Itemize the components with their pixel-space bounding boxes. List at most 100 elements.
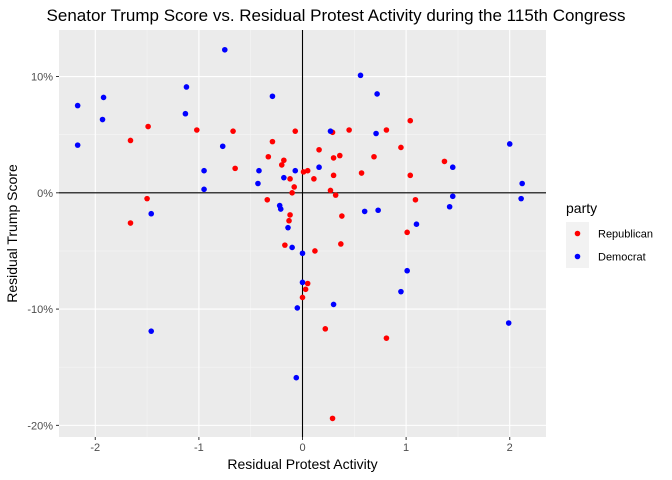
point-republican	[339, 213, 345, 219]
legend: party Republican Democrat	[566, 200, 653, 268]
point-republican	[329, 415, 336, 422]
point-democrat	[518, 195, 524, 202]
point-democrat	[506, 141, 513, 147]
point-republican	[127, 137, 134, 144]
point-democrat	[277, 206, 284, 212]
point-republican	[302, 286, 309, 293]
point-democrat	[201, 167, 207, 174]
point-democrat	[357, 72, 364, 79]
point-democrat	[148, 328, 155, 334]
point-democrat	[293, 374, 300, 381]
point-democrat	[294, 305, 301, 311]
point-democrat	[99, 116, 106, 123]
point-democrat	[219, 143, 226, 150]
point-republican	[316, 146, 322, 153]
point-democrat	[183, 84, 190, 90]
x-tick-label: 0	[299, 442, 305, 454]
point-republican	[230, 128, 236, 134]
axis-ticks: -2 -1 0 1 2 -20% -10% 0% 10%	[27, 72, 512, 454]
point-republican	[269, 138, 276, 145]
point-republican	[127, 220, 134, 226]
legend-items: Republican Democrat	[566, 222, 653, 268]
point-democrat	[285, 224, 291, 231]
point-republican	[304, 167, 311, 174]
point-republican	[407, 117, 414, 124]
point-republican	[346, 127, 352, 133]
legend-marker-republican	[574, 230, 581, 237]
point-republican	[145, 123, 151, 130]
y-tick-label: 0%	[37, 188, 53, 200]
point-democrat	[519, 180, 525, 187]
data-points	[74, 46, 525, 422]
point-republican	[441, 158, 448, 165]
point-republican	[286, 217, 292, 224]
point-democrat	[255, 180, 261, 187]
point-republican	[282, 242, 288, 248]
point-republican	[287, 176, 293, 182]
point-democrat	[269, 93, 276, 100]
legend-label-republican: Republican	[598, 229, 653, 241]
point-democrat	[182, 110, 189, 117]
point-republican	[264, 196, 271, 203]
chart-title: Senator Trump Score vs. Residual Protest…	[47, 6, 626, 25]
point-republican	[287, 212, 293, 218]
point-democrat	[74, 142, 81, 148]
point-democrat	[256, 167, 262, 174]
point-democrat	[373, 130, 379, 137]
point-republican	[327, 187, 334, 194]
point-democrat	[221, 46, 228, 53]
point-democrat	[299, 279, 306, 286]
point-republican	[194, 127, 200, 133]
point-democrat	[281, 174, 287, 181]
point-democrat	[446, 203, 453, 210]
y-axis-title: Residual Trump Score	[4, 164, 20, 303]
point-republican	[358, 170, 365, 176]
point-democrat	[375, 207, 381, 214]
point-democrat	[292, 167, 299, 174]
y-tick-label: -20%	[27, 420, 53, 432]
point-republican	[412, 196, 419, 203]
point-republican	[265, 153, 272, 160]
point-republican	[292, 128, 299, 134]
point-republican	[332, 192, 339, 198]
point-republican	[291, 184, 298, 190]
reference-lines	[59, 30, 546, 437]
y-tick-label: 10%	[31, 72, 53, 84]
point-democrat	[374, 91, 380, 97]
point-republican	[383, 335, 390, 341]
point-republican	[281, 157, 287, 164]
point-democrat	[449, 193, 456, 200]
point-republican	[338, 241, 344, 247]
point-republican	[144, 195, 150, 202]
point-republican	[337, 152, 343, 159]
point-republican	[330, 172, 337, 179]
x-tick-label: 1	[403, 442, 409, 454]
point-democrat	[74, 102, 81, 109]
point-republican	[278, 162, 285, 168]
x-tick-label: -2	[90, 442, 100, 454]
x-tick-label: -1	[194, 442, 204, 454]
point-democrat	[148, 210, 155, 217]
point-democrat	[289, 244, 295, 251]
point-republican	[407, 172, 414, 179]
point-republican	[304, 280, 311, 287]
point-republican	[312, 248, 318, 254]
x-tick-label: 2	[507, 442, 513, 454]
point-republican	[383, 127, 390, 133]
point-democrat	[361, 208, 368, 215]
point-democrat	[330, 301, 337, 308]
legend-label-democrat: Democrat	[598, 252, 646, 264]
point-democrat	[299, 250, 306, 257]
point-republican	[299, 294, 306, 301]
point-democrat	[201, 186, 207, 193]
point-republican	[371, 153, 377, 160]
point-republican	[330, 155, 337, 161]
point-democrat	[404, 267, 410, 274]
point-republican	[289, 190, 295, 196]
point-democrat	[100, 94, 107, 101]
legend-title: party	[566, 200, 597, 216]
point-democrat	[327, 128, 334, 134]
legend-marker-democrat	[574, 253, 581, 260]
point-republican	[404, 229, 410, 236]
